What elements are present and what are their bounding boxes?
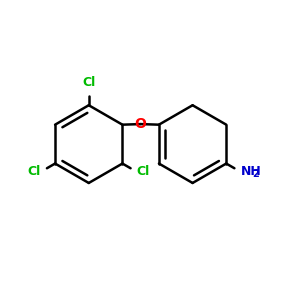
Text: Cl: Cl (82, 76, 95, 89)
Text: Cl: Cl (137, 165, 150, 178)
Text: O: O (135, 116, 147, 130)
Text: NH: NH (241, 165, 262, 178)
Text: Cl: Cl (27, 165, 41, 178)
Text: 2: 2 (252, 169, 259, 179)
